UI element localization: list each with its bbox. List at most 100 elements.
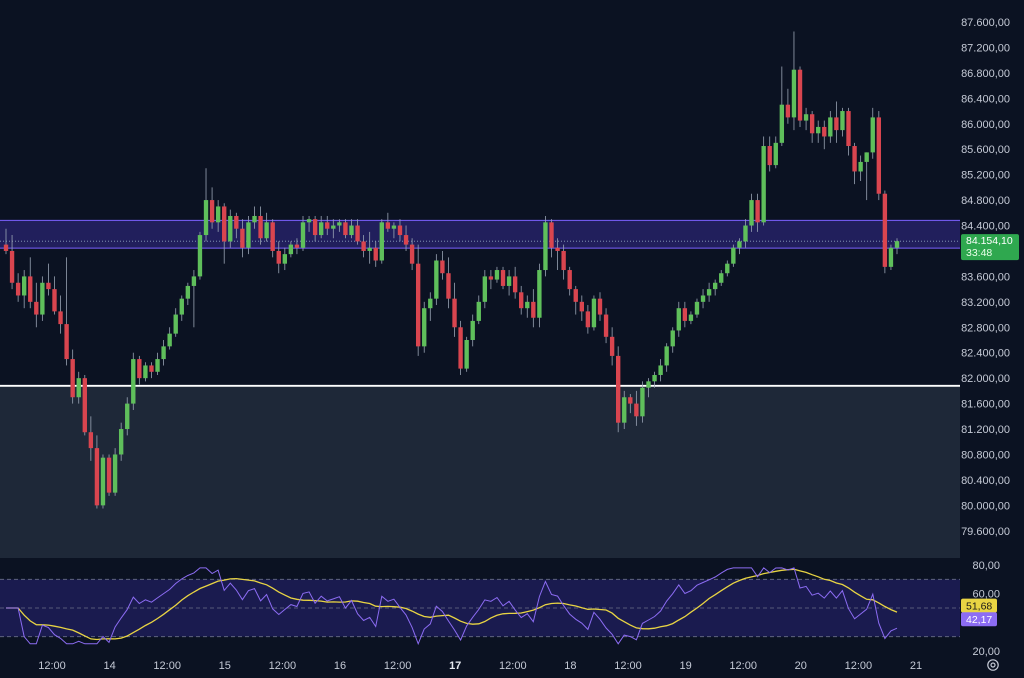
candle[interactable] bbox=[494, 266, 500, 283]
candle[interactable] bbox=[125, 397, 130, 436]
candle[interactable] bbox=[809, 111, 815, 143]
candle[interactable] bbox=[870, 107, 875, 159]
candle[interactable] bbox=[797, 66, 803, 127]
candle[interactable] bbox=[373, 241, 378, 267]
candle[interactable] bbox=[628, 394, 633, 414]
candle[interactable] bbox=[822, 120, 827, 150]
candle[interactable] bbox=[215, 200, 221, 232]
candle[interactable] bbox=[567, 266, 572, 296]
candle[interactable] bbox=[725, 260, 730, 277]
candle[interactable] bbox=[864, 152, 869, 201]
candle[interactable] bbox=[3, 228, 9, 255]
candle[interactable] bbox=[22, 270, 27, 309]
candle[interactable] bbox=[397, 219, 403, 242]
candle[interactable] bbox=[743, 219, 748, 248]
candle[interactable] bbox=[488, 270, 494, 290]
candle[interactable] bbox=[440, 250, 445, 280]
candle[interactable] bbox=[64, 257, 69, 366]
candle[interactable] bbox=[506, 270, 512, 296]
candle[interactable] bbox=[361, 235, 366, 258]
candle[interactable] bbox=[622, 390, 627, 430]
candle[interactable] bbox=[737, 238, 742, 255]
candle[interactable] bbox=[549, 219, 554, 258]
candle[interactable] bbox=[537, 263, 542, 328]
candle[interactable] bbox=[325, 215, 330, 236]
candle[interactable] bbox=[500, 266, 506, 290]
candle[interactable] bbox=[155, 352, 160, 375]
candle[interactable] bbox=[252, 206, 257, 229]
candle[interactable] bbox=[88, 416, 94, 461]
candle[interactable] bbox=[700, 289, 706, 309]
candle[interactable] bbox=[246, 215, 251, 255]
candle[interactable] bbox=[349, 219, 354, 239]
candle[interactable] bbox=[816, 120, 821, 143]
candle[interactable] bbox=[688, 311, 694, 325]
candle[interactable] bbox=[597, 292, 603, 321]
candle[interactable] bbox=[34, 282, 39, 328]
candle[interactable] bbox=[28, 257, 33, 309]
candle[interactable] bbox=[197, 231, 203, 280]
candle[interactable] bbox=[840, 107, 845, 137]
candle[interactable] bbox=[234, 212, 239, 239]
candle[interactable] bbox=[118, 422, 124, 461]
candle[interactable] bbox=[573, 285, 578, 315]
candle[interactable] bbox=[312, 215, 318, 242]
candle[interactable] bbox=[385, 212, 391, 232]
candle[interactable] bbox=[331, 219, 336, 239]
candle[interactable] bbox=[803, 107, 809, 131]
candle[interactable] bbox=[779, 66, 785, 147]
candle[interactable] bbox=[543, 215, 548, 277]
candle[interactable] bbox=[379, 219, 384, 264]
candle[interactable] bbox=[143, 362, 148, 382]
candle[interactable] bbox=[561, 244, 566, 280]
candle[interactable] bbox=[888, 244, 894, 271]
candle[interactable] bbox=[785, 88, 791, 124]
candle[interactable] bbox=[185, 282, 191, 306]
candle[interactable] bbox=[337, 219, 342, 232]
candle[interactable] bbox=[670, 327, 675, 353]
candle[interactable] bbox=[858, 155, 863, 181]
candle[interactable] bbox=[767, 136, 772, 172]
candle[interactable] bbox=[428, 292, 433, 321]
candle[interactable] bbox=[664, 343, 669, 372]
candle[interactable] bbox=[367, 231, 372, 264]
candle[interactable] bbox=[731, 244, 736, 267]
candle[interactable] bbox=[470, 314, 475, 347]
candle[interactable] bbox=[828, 111, 833, 143]
candle[interactable] bbox=[270, 219, 275, 258]
candle[interactable] bbox=[300, 215, 306, 251]
candle[interactable] bbox=[228, 209, 233, 248]
candle[interactable] bbox=[276, 241, 281, 274]
candle[interactable] bbox=[458, 320, 463, 375]
candle[interactable] bbox=[591, 295, 597, 331]
candle[interactable] bbox=[46, 263, 51, 296]
candle[interactable] bbox=[137, 355, 142, 385]
candle[interactable] bbox=[409, 238, 415, 271]
candle[interactable] bbox=[876, 111, 881, 201]
candle[interactable] bbox=[482, 270, 488, 309]
candle[interactable] bbox=[282, 247, 287, 271]
candle[interactable] bbox=[403, 225, 409, 251]
candle[interactable] bbox=[512, 266, 518, 299]
candle[interactable] bbox=[149, 362, 154, 379]
candle[interactable] bbox=[76, 371, 81, 404]
candle[interactable] bbox=[319, 215, 324, 239]
candle[interactable] bbox=[464, 336, 469, 372]
candle[interactable] bbox=[288, 241, 294, 258]
candle[interactable] bbox=[222, 203, 227, 264]
candle[interactable] bbox=[712, 279, 718, 296]
candle[interactable] bbox=[852, 142, 857, 185]
candle[interactable] bbox=[773, 136, 778, 169]
candle[interactable] bbox=[58, 295, 63, 334]
candle[interactable] bbox=[834, 101, 839, 143]
candle[interactable] bbox=[94, 435, 100, 509]
candle[interactable] bbox=[603, 308, 609, 344]
candle[interactable] bbox=[258, 206, 263, 245]
candle[interactable] bbox=[240, 219, 245, 258]
candle[interactable] bbox=[682, 301, 688, 328]
candle[interactable] bbox=[9, 235, 15, 290]
candle[interactable] bbox=[846, 107, 851, 156]
candle[interactable] bbox=[264, 212, 269, 242]
candle[interactable] bbox=[652, 371, 657, 388]
